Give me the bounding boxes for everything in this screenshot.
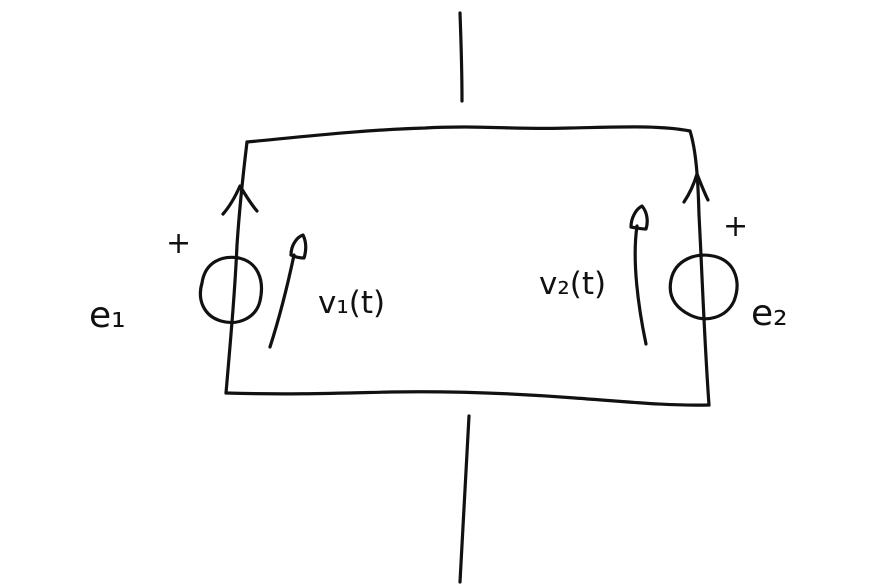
bottom-separator-line — [458, 414, 471, 584]
left-voltage-arrow-stem — [268, 253, 296, 349]
left-voltage-arrow-head — [289, 233, 308, 260]
top-separator-line — [458, 11, 464, 103]
left-voltage-source — [198, 255, 263, 324]
voltage-label-right: v₂(t) — [539, 266, 606, 302]
voltage-label-left: v₁(t) — [318, 285, 385, 321]
right-voltage-source — [668, 253, 739, 321]
left-wire — [224, 140, 249, 395]
left-current-arrow — [221, 184, 259, 216]
right-wire — [688, 129, 711, 407]
bottom-wire — [224, 390, 711, 407]
left-plus-sign: + — [166, 226, 191, 261]
right-plus-sign: + — [723, 209, 748, 244]
right-current-arrow — [682, 172, 710, 204]
right-voltage-arrow-stem — [633, 224, 648, 346]
source-label-left: e₁ — [89, 295, 126, 336]
source-label-right: e₂ — [751, 293, 788, 334]
right-voltage-arrow-head — [629, 204, 649, 231]
top-wire — [245, 125, 692, 144]
